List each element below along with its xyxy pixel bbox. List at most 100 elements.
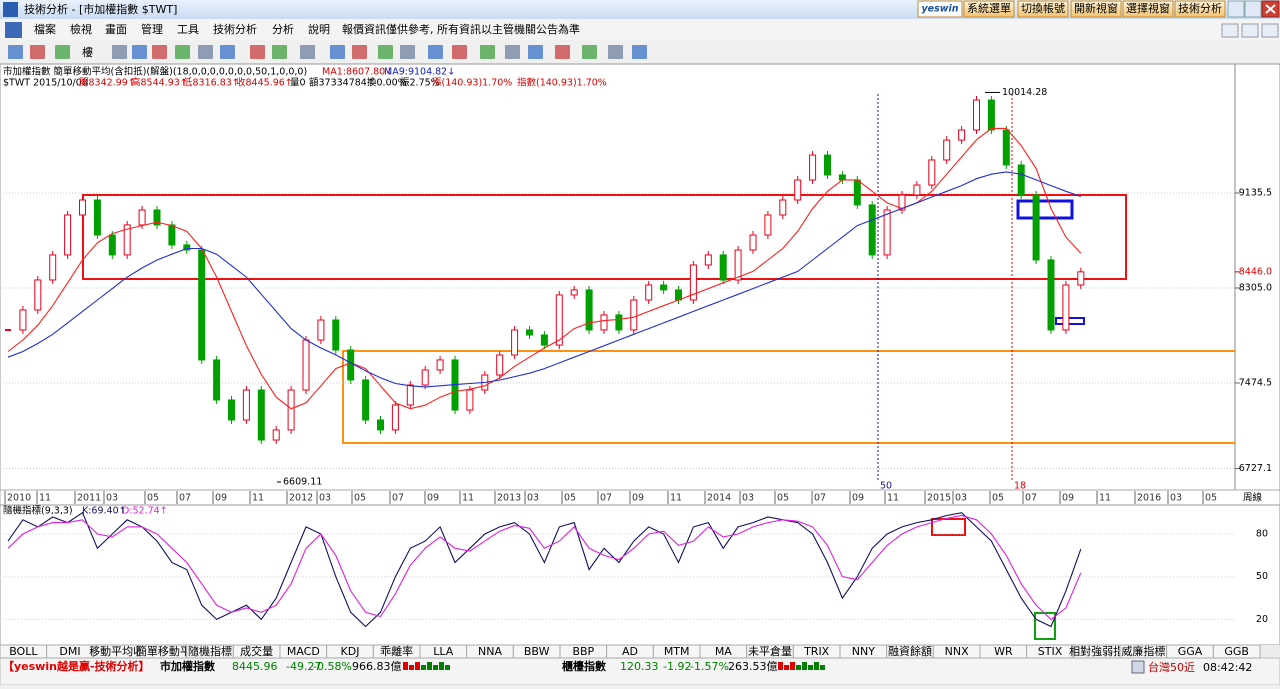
toolbar-icon[interactable] bbox=[250, 45, 265, 59]
tab-label[interactable]: 融資餘額 bbox=[888, 644, 932, 658]
x-tick-label: 05 bbox=[777, 493, 789, 504]
toolbar-icon[interactable] bbox=[30, 45, 45, 59]
status-bar-widget bbox=[790, 662, 795, 670]
toolbar-icon[interactable] bbox=[132, 45, 147, 59]
toolbar-icon[interactable] bbox=[632, 45, 647, 59]
window-button-label[interactable]: 切換帳號 bbox=[1021, 1, 1065, 15]
tab-label[interactable]: KDJ bbox=[341, 645, 360, 658]
window-button[interactable] bbox=[1174, 0, 1226, 18]
menu-item[interactable]: 檢視 bbox=[70, 22, 92, 36]
tab-label[interactable]: MTM bbox=[664, 645, 690, 658]
candle bbox=[466, 389, 474, 411]
toolbar-icon[interactable] bbox=[480, 45, 495, 59]
tab[interactable] bbox=[1212, 644, 1261, 659]
y-tick-label: 7474.5 bbox=[1239, 377, 1272, 388]
minimize[interactable] bbox=[1227, 0, 1245, 18]
mdi-button[interactable] bbox=[1241, 23, 1259, 38]
tab-label[interactable]: WR bbox=[994, 645, 1013, 658]
toolbar-icon[interactable] bbox=[352, 45, 367, 59]
tab-label[interactable]: GGB bbox=[1224, 645, 1249, 658]
toolbar-icon[interactable] bbox=[55, 45, 70, 59]
tab-label[interactable]: STIX bbox=[1038, 645, 1063, 658]
toolbar-icon[interactable] bbox=[528, 45, 543, 59]
mdi-button[interactable] bbox=[1261, 23, 1279, 38]
tab-label[interactable]: LLA bbox=[433, 645, 454, 658]
window-button-label[interactable]: 選擇視窗 bbox=[1126, 1, 1170, 15]
tab-label[interactable]: BBW bbox=[524, 645, 550, 658]
tab-label[interactable]: NNX bbox=[945, 645, 969, 658]
window-button-label[interactable]: 技術分析 bbox=[1178, 1, 1222, 15]
window-button[interactable] bbox=[1122, 0, 1174, 18]
maximize[interactable] bbox=[1244, 0, 1262, 18]
menu-item[interactable]: 說明 bbox=[308, 22, 330, 36]
annotation-box bbox=[82, 194, 1127, 280]
marker-label: 50 bbox=[880, 481, 892, 492]
menu-item[interactable]: 管理 bbox=[141, 22, 163, 36]
toolbar-icon[interactable] bbox=[555, 45, 570, 59]
candle bbox=[987, 99, 995, 131]
toolbar-icon[interactable] bbox=[428, 45, 443, 59]
tab-label[interactable]: 乖離率 bbox=[380, 644, 413, 658]
toolbar-icon[interactable] bbox=[198, 45, 213, 59]
clock: 08:42:42 bbox=[1203, 661, 1252, 674]
candle bbox=[1047, 259, 1055, 331]
menu-item[interactable]: 檔案 bbox=[34, 22, 56, 36]
toolbar-icon[interactable] bbox=[152, 45, 167, 59]
x-tick-label: 2014 bbox=[707, 493, 731, 504]
tab-label[interactable]: AD bbox=[622, 645, 638, 658]
toolbar-icon[interactable] bbox=[400, 45, 415, 59]
toolbar-icon[interactable] bbox=[505, 45, 520, 59]
info-item: 開8342.99↑ bbox=[79, 78, 136, 89]
toolbar-icon[interactable] bbox=[8, 45, 23, 59]
x-tick-label: 03 bbox=[742, 493, 754, 504]
tab-label[interactable]: NNY bbox=[852, 645, 875, 658]
menu-item[interactable]: 技術分析 bbox=[213, 22, 257, 36]
tab-label[interactable]: NNA bbox=[478, 645, 502, 658]
tab-label[interactable]: 成交量 bbox=[240, 644, 273, 658]
candle bbox=[734, 249, 742, 281]
candle bbox=[317, 319, 325, 341]
x-tick-label: 07 bbox=[179, 493, 191, 504]
tab-label[interactable]: 未平倉量 bbox=[748, 644, 792, 658]
toolbar-icon[interactable] bbox=[220, 45, 235, 59]
window-button[interactable] bbox=[1070, 0, 1122, 18]
annotation-box bbox=[931, 518, 966, 536]
toolbar-floor[interactable]: 樓 bbox=[82, 45, 93, 59]
x-tick-label: 05 bbox=[1205, 493, 1217, 504]
tab-label[interactable]: DMI bbox=[59, 645, 80, 658]
window-button-label[interactable]: 開新視窗 bbox=[1074, 1, 1118, 15]
toolbar-icon[interactable] bbox=[300, 45, 315, 59]
tab-label[interactable]: MA bbox=[715, 645, 732, 658]
tab-label[interactable]: TRIX bbox=[803, 645, 830, 658]
candle bbox=[511, 329, 519, 356]
window-button[interactable] bbox=[1017, 0, 1069, 18]
candle bbox=[287, 389, 295, 431]
toolbar-icon[interactable] bbox=[330, 45, 345, 59]
toolbar-icon[interactable] bbox=[112, 45, 127, 59]
menu-item[interactable]: 工具 bbox=[177, 23, 199, 36]
window-button[interactable] bbox=[963, 0, 1015, 18]
close-glyph bbox=[1265, 4, 1276, 14]
tab-label[interactable]: 威廉指標 bbox=[1121, 644, 1165, 658]
toolbar-icon[interactable] bbox=[175, 45, 190, 59]
tab-label[interactable]: BBP bbox=[572, 645, 594, 658]
toolbar-icon[interactable] bbox=[582, 45, 597, 59]
tab-label[interactable]: GGA bbox=[1178, 645, 1203, 658]
toolbar-icon[interactable] bbox=[272, 45, 287, 59]
candle bbox=[779, 199, 787, 216]
tab-label[interactable]: BOLL bbox=[9, 645, 38, 658]
toolbar-icon[interactable] bbox=[452, 45, 467, 59]
tab-label[interactable]: 隨機指標 bbox=[188, 644, 232, 658]
mdi-button[interactable] bbox=[1221, 23, 1239, 38]
tab-label[interactable]: 移動平均收 bbox=[89, 644, 144, 658]
info-item: 額37334784↑ bbox=[309, 77, 375, 89]
menu-item[interactable]: 畫面 bbox=[105, 22, 127, 36]
tab-label[interactable]: MACD bbox=[287, 645, 320, 658]
toolbar-icon[interactable] bbox=[608, 45, 623, 59]
toolbar-icon[interactable] bbox=[378, 45, 393, 59]
menu-item[interactable]: 分析 bbox=[272, 22, 294, 36]
tab-label[interactable]: 簡單移動平 bbox=[136, 644, 191, 658]
window-button-label[interactable]: 系統選單 bbox=[967, 1, 1011, 15]
tab-label[interactable]: 相對強弱指 bbox=[1069, 644, 1124, 658]
info-item: 高8544.93↑ bbox=[131, 77, 188, 89]
